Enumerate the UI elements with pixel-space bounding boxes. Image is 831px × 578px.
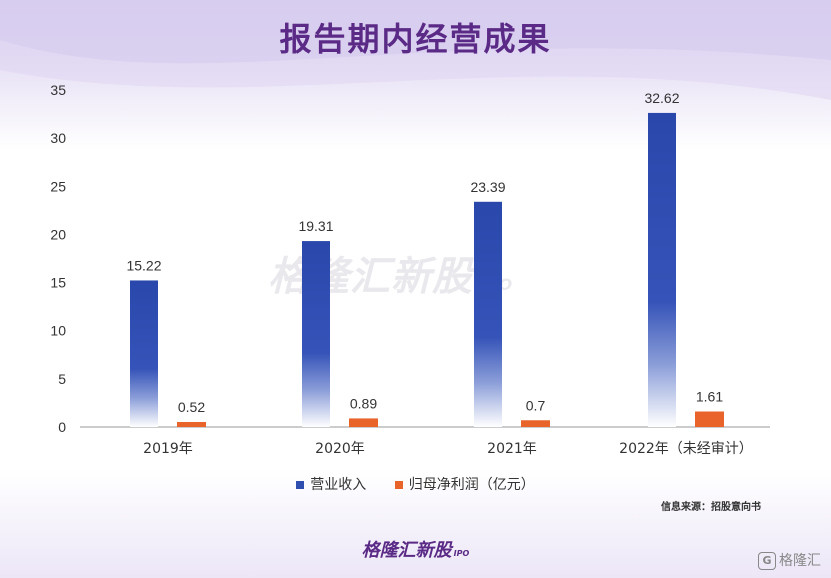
data-label-net-profit: 0.7	[526, 397, 546, 413]
y-tick-label: 5	[58, 371, 66, 387]
brand-logo: 格隆汇新股 IPO	[0, 536, 831, 562]
legend: 营业收入 归母净利润（亿元）	[0, 474, 831, 494]
data-label-net-profit: 1.61	[696, 388, 723, 404]
legend-label-net-profit: 归母净利润（亿元）	[408, 477, 535, 493]
legend-item-net-profit: 归母净利润（亿元）	[394, 474, 535, 494]
x-tick-label: 2019年	[143, 441, 193, 457]
y-tick-label: 20	[50, 226, 66, 242]
y-tick-label: 15	[50, 275, 66, 291]
legend-label-revenue: 营业收入	[310, 477, 367, 493]
y-tick-label: 35	[50, 82, 66, 98]
source-note: 信息来源：招股意向书	[661, 502, 761, 513]
bar-revenue	[130, 280, 158, 427]
page-title: 报告期内经营成果	[279, 20, 552, 58]
y-axis: 0 5 10 15 20 25 30 35	[50, 82, 66, 435]
bar-revenue	[648, 112, 676, 427]
bar-net-profit	[177, 421, 206, 427]
corner-logo-text: 格隆汇	[779, 553, 821, 569]
x-tick-label: 2021年	[487, 441, 537, 457]
brand-sub: IPO	[453, 549, 470, 558]
bar-revenue	[474, 201, 502, 427]
header-wave-decoration	[0, 0, 831, 100]
data-label-net-profit: 0.52	[178, 399, 205, 415]
legend-item-revenue: 营业收入	[296, 474, 366, 494]
legend-swatch-net-profit	[394, 481, 403, 489]
bars: 15.22 0.52 19.31 0.89 23.39 0.7 32.62 1.61	[126, 90, 724, 427]
g-logo-icon: G	[758, 552, 776, 570]
bar-net-profit	[521, 420, 550, 427]
y-tick-label: 0	[58, 419, 66, 435]
y-tick-label: 25	[50, 178, 66, 194]
data-label-net-profit: 0.89	[350, 395, 377, 411]
bar-chart: 0 5 10 15 20 25 30 35 15.22 0.52 19.31 0.89 23.39 0.…	[50, 82, 770, 457]
x-tick-label: 2020年	[315, 441, 365, 457]
bar-net-profit	[695, 411, 724, 427]
x-axis: 2019年 2020年 2021年 2022年（未经审计）	[143, 441, 753, 457]
data-label-revenue: 32.62	[644, 90, 679, 106]
data-label-revenue: 23.39	[470, 179, 505, 195]
bar-revenue	[302, 241, 330, 427]
y-tick-label: 30	[50, 130, 66, 146]
data-label-revenue: 19.31	[298, 218, 333, 234]
x-tick-label: 2022年（未经审计）	[619, 441, 753, 457]
bar-net-profit	[349, 418, 378, 427]
data-label-revenue: 15.22	[126, 257, 161, 273]
brand-text: 格隆汇新股	[361, 540, 452, 561]
corner-logo: G 格隆汇	[758, 550, 821, 570]
y-tick-label: 10	[50, 323, 66, 339]
legend-swatch-revenue	[296, 481, 305, 489]
